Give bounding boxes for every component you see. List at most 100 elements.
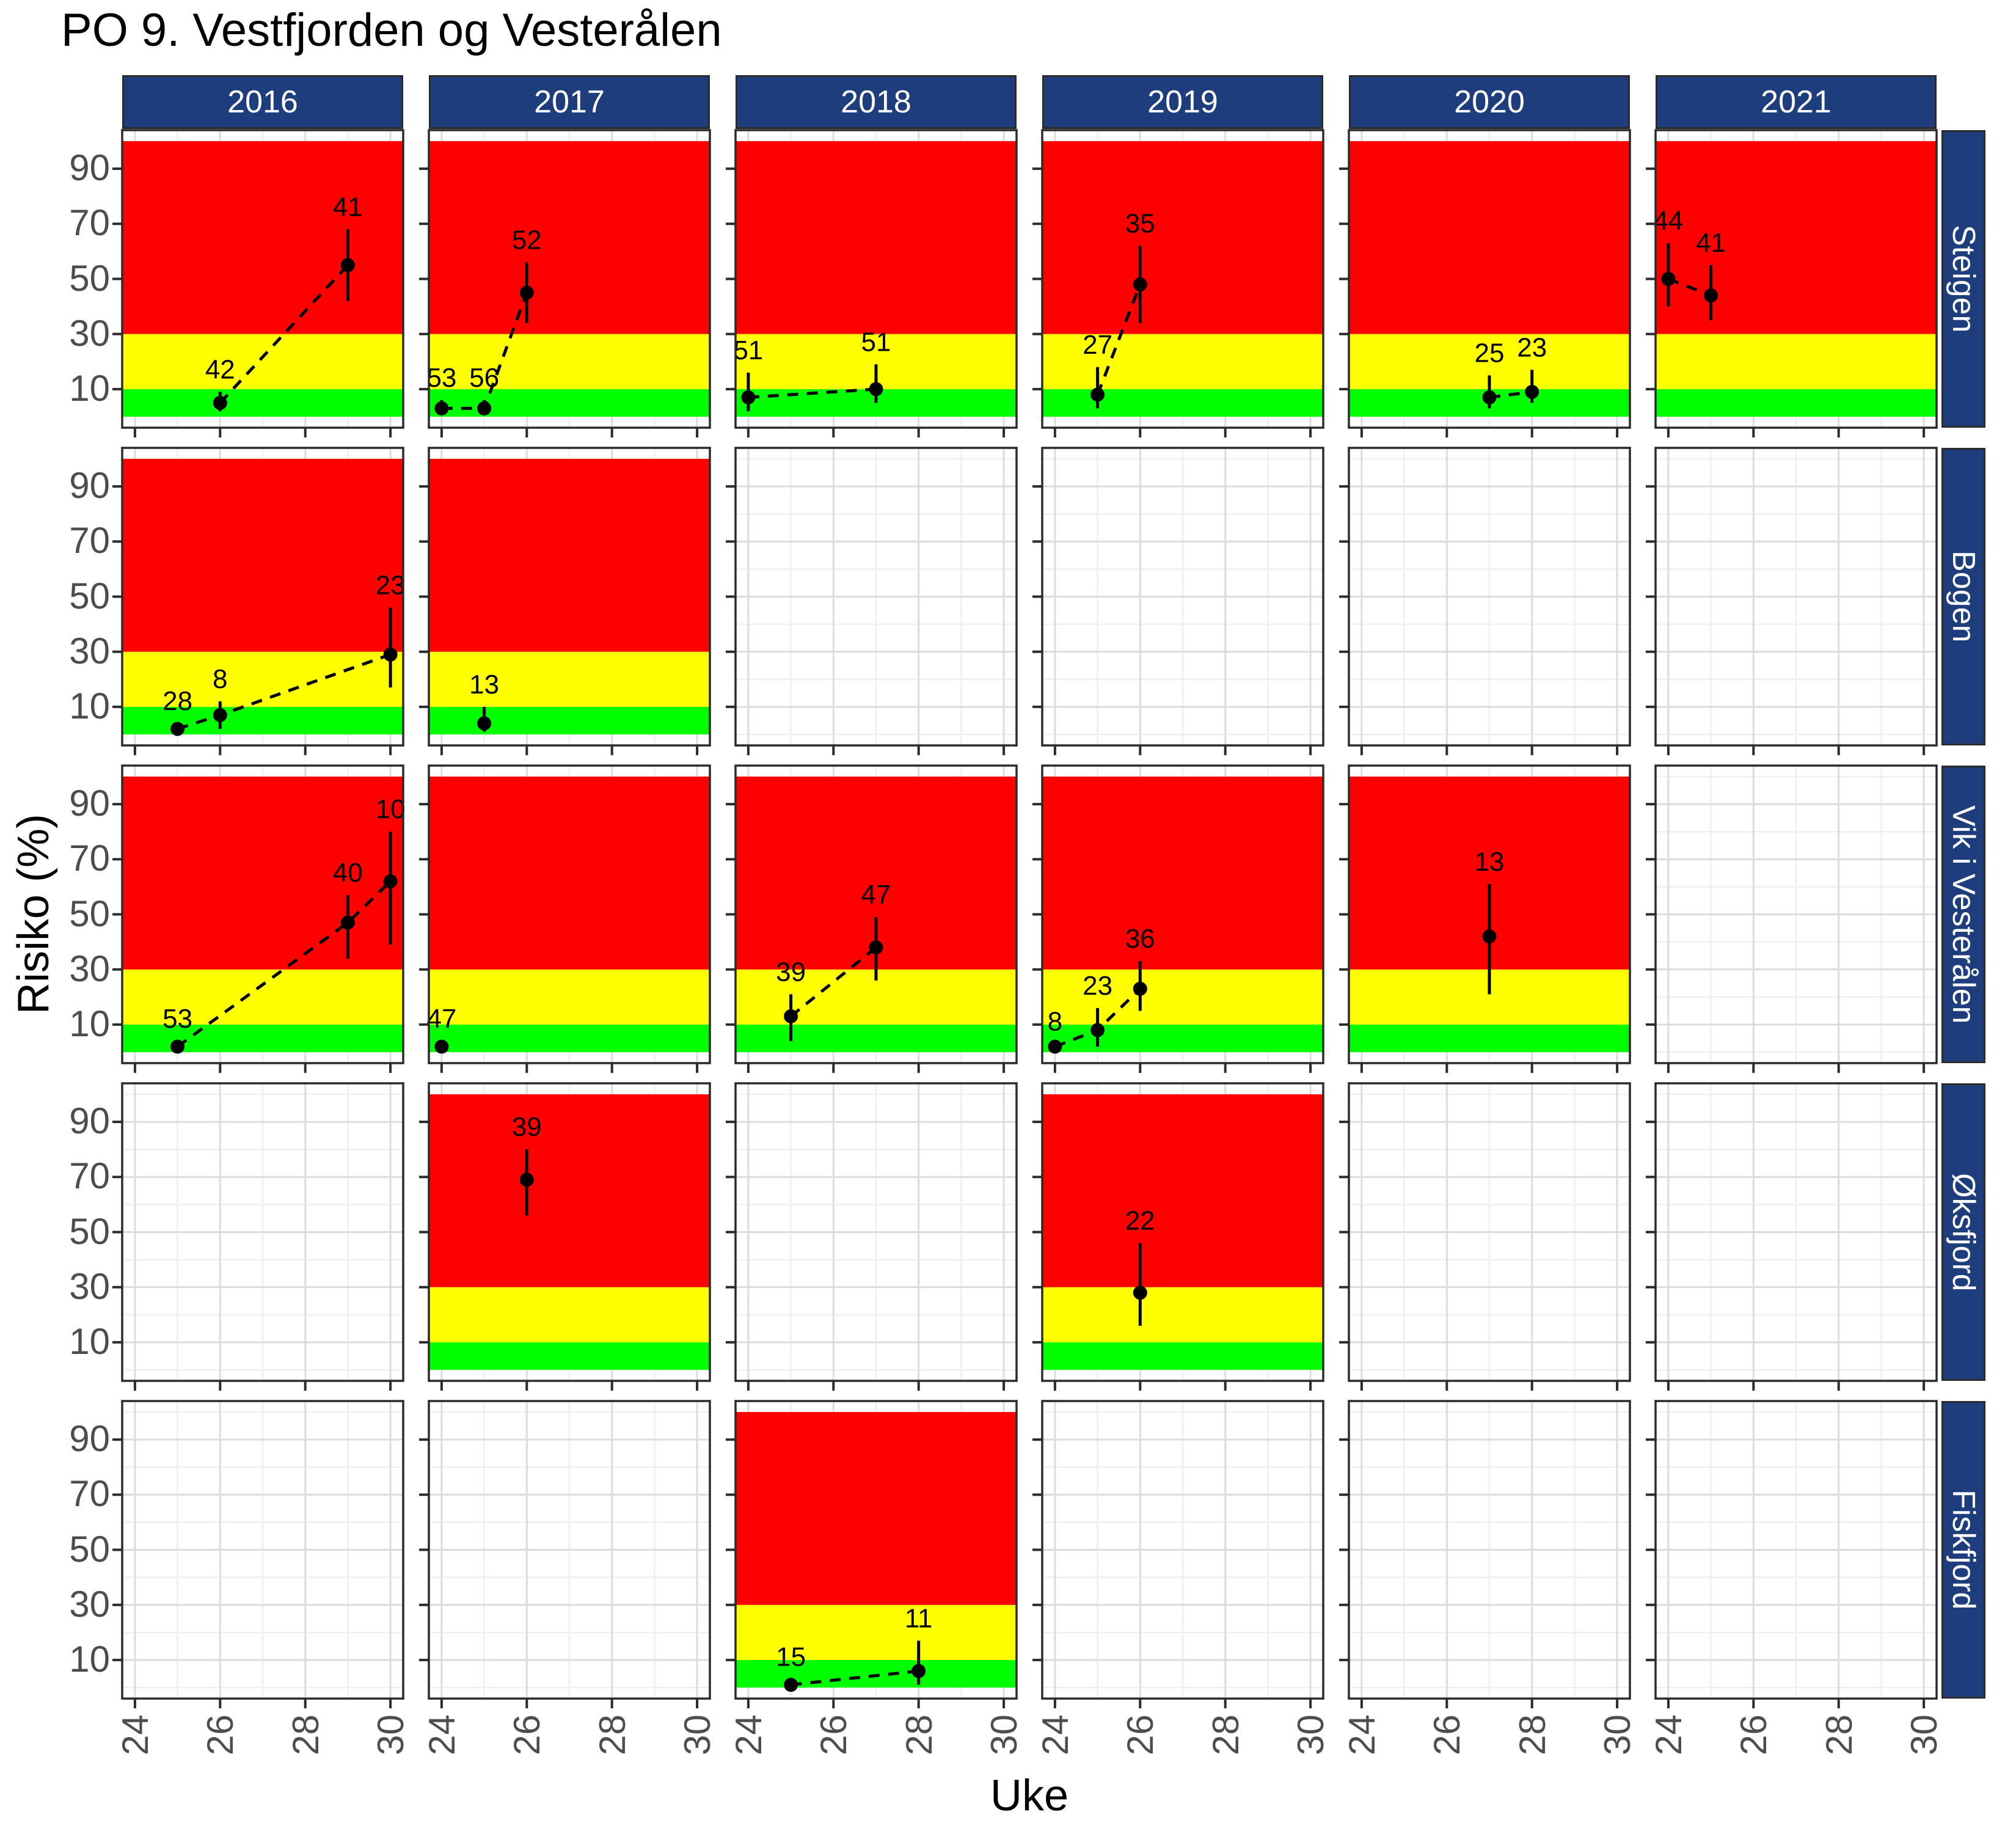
panel--ksfjord-2016 (112, 1082, 404, 1391)
point-count-label: 25 (1475, 338, 1505, 368)
data-point (170, 722, 185, 736)
data-point (1525, 384, 1539, 399)
data-point (1133, 981, 1147, 996)
facet-column-strip-2020: 2020 (1349, 75, 1630, 129)
point-count-label: 40 (333, 858, 363, 888)
data-point (434, 1039, 449, 1054)
x-tick-label: 26 (506, 1714, 548, 1755)
data-point (477, 716, 492, 731)
point-count-label: 13 (1475, 847, 1505, 877)
x-tick-label: 24 (421, 1714, 462, 1755)
data-point (869, 382, 883, 397)
point-count-label: 35 (1125, 208, 1155, 238)
risk-band-high (736, 141, 1017, 334)
facet-row-strip-steigen: Steigen (1941, 130, 1985, 428)
x-tick-label: 24 (1341, 1714, 1382, 1755)
risk-band-high (1656, 141, 1937, 334)
point-count-label: 41 (1696, 228, 1726, 258)
panel--ksfjord-2020 (1339, 1082, 1631, 1391)
risk-band-high (1042, 1094, 1323, 1287)
risk-band-high (1349, 141, 1630, 334)
risk-band-low (429, 389, 710, 417)
risk-band-medium (122, 334, 403, 389)
data-point (213, 395, 227, 410)
point-count-label: 22 (1125, 1206, 1155, 1236)
point-count-label: 51 (861, 327, 891, 357)
risk-band-low (122, 1024, 403, 1052)
x-tick-label: 24 (114, 1714, 156, 1755)
facet-row-strip-bogen: Bogen (1941, 448, 1985, 745)
risk-band-low (1656, 389, 1937, 417)
y-tick-label: 90 (69, 147, 110, 189)
panel--ksfjord-2019: 22 (1032, 1082, 1324, 1391)
x-tick-label: 26 (1120, 1714, 1161, 1755)
risk-band-high (429, 459, 710, 652)
risk-band-high (429, 1094, 710, 1287)
panel-bogen-2017: 13 (419, 447, 711, 755)
point-count-label: 42 (205, 354, 235, 384)
x-tick-label: 30 (1290, 1714, 1332, 1755)
facet-column-strip-2016: 2016 (122, 75, 403, 129)
risk-band-high (429, 141, 710, 334)
facet-row-strip-fiskfjord: Fiskfjord (1941, 1401, 1985, 1699)
point-count-label: 8 (213, 664, 227, 694)
x-tick-label: 28 (285, 1714, 326, 1755)
point-count-label: 8 (1048, 1006, 1062, 1036)
risk-band-low (736, 1024, 1017, 1052)
y-tick-label: 50 (69, 257, 110, 299)
y-tick-label: 30 (69, 1583, 110, 1625)
x-tick-label: 30 (370, 1714, 412, 1755)
y-tick-label: 10 (69, 685, 110, 726)
data-point (1704, 288, 1718, 303)
data-point (340, 258, 355, 273)
x-tick-label: 28 (591, 1714, 633, 1755)
panel-bogen-2018 (726, 447, 1018, 755)
point-count-label: 56 (469, 363, 499, 393)
data-point (911, 1664, 926, 1678)
data-point (1133, 1286, 1147, 1300)
x-tick-label: 26 (1426, 1714, 1468, 1755)
x-tick-label: 26 (813, 1714, 855, 1755)
panel-vik-i-vester-len-2020: 13 (1339, 764, 1631, 1073)
x-tick-label: 26 (200, 1714, 241, 1755)
point-count-label: 39 (776, 957, 806, 987)
x-tick-label: 30 (1904, 1714, 1945, 1755)
point-count-label: 10 (376, 794, 406, 824)
x-tick-label: 30 (677, 1714, 718, 1755)
risk-band-low (429, 1342, 710, 1370)
risk-band-high (1042, 141, 1323, 334)
risk-band-medium (1656, 334, 1937, 389)
risk-band-low (1042, 1342, 1323, 1370)
data-point (383, 874, 398, 888)
y-tick-label: 50 (69, 1528, 110, 1570)
panel--ksfjord-2017: 39 (419, 1082, 711, 1391)
panel-fiskfjord-2021 (1646, 1400, 1938, 1708)
y-tick-label: 50 (69, 893, 110, 934)
risk-band-low (736, 1659, 1017, 1688)
risk-band-high (122, 459, 403, 652)
panel-bogen-2020 (1339, 447, 1631, 755)
panel-steigen-2017: 53 56 52 (419, 129, 711, 437)
data-point (784, 1009, 798, 1023)
panel-steigen-2019: 27 35 (1032, 129, 1324, 437)
risk-band-low (1042, 1024, 1323, 1052)
risk-band-high (122, 141, 403, 334)
x-tick-label: 28 (1511, 1714, 1553, 1755)
point-count-label: 47 (426, 1004, 456, 1034)
data-point (383, 647, 398, 662)
point-count-label: 23 (1083, 971, 1112, 1001)
panel-steigen-2020: 25 23 (1339, 129, 1631, 437)
point-count-label: 11 (905, 1603, 933, 1633)
y-tick-label: 70 (69, 1473, 110, 1515)
point-count-label: 47 (861, 880, 891, 910)
y-tick-label: 70 (69, 202, 110, 244)
data-point (1661, 272, 1676, 286)
y-tick-label: 70 (69, 838, 110, 879)
y-tick-label: 50 (69, 575, 110, 616)
facet-column-strip-2021: 2021 (1656, 75, 1937, 129)
data-point (170, 1039, 185, 1054)
risk-band-high (736, 1412, 1017, 1605)
risk-band-medium (736, 1604, 1017, 1660)
x-tick-label: 28 (898, 1714, 940, 1755)
